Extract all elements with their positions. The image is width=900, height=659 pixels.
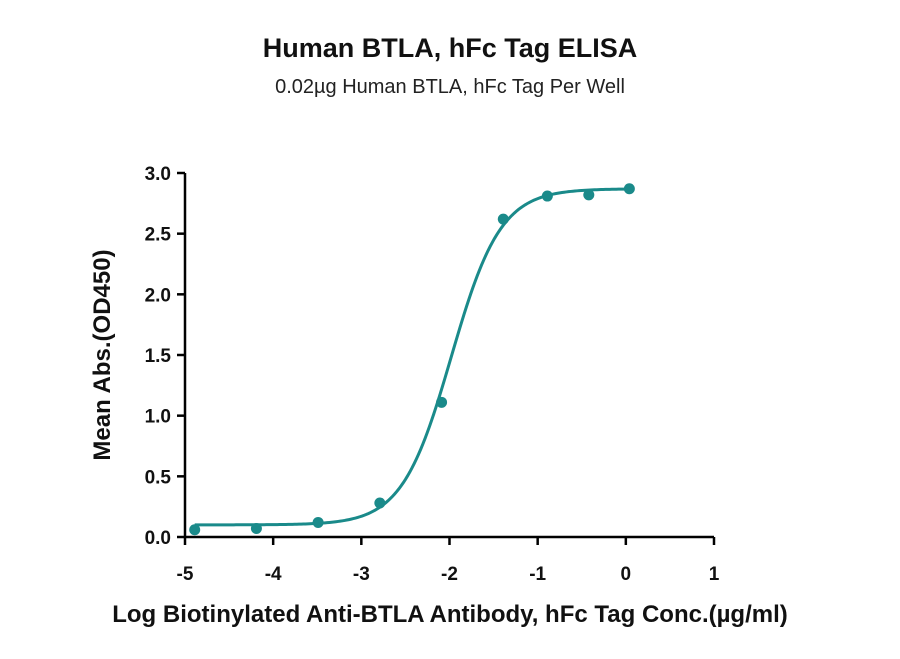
y-tick-label: 3.0 — [145, 164, 171, 185]
chart-title: Human BTLA, hFc Tag ELISA — [263, 33, 638, 63]
data-point — [436, 396, 448, 408]
x-tick-label: -3 — [353, 564, 370, 585]
y-tick-label: 0.5 — [145, 467, 172, 488]
y-tick-label: 2.5 — [145, 225, 172, 246]
x-tick-label: 0 — [621, 564, 632, 585]
y-axis-label: Mean Abs.(OD450) — [89, 249, 116, 460]
y-tick-label: 1.5 — [145, 346, 172, 367]
x-axis-label: Log Biotinylated Anti-BTLA Antibody, hFc… — [112, 601, 788, 628]
data-point — [583, 189, 595, 201]
x-tick-label: -1 — [529, 564, 546, 585]
x-tick-label: -4 — [265, 564, 282, 585]
y-tick-label: 2.0 — [145, 285, 171, 306]
fit-curve — [194, 187, 630, 527]
data-point — [374, 497, 386, 509]
fit-curve-layer — [194, 187, 630, 527]
data-point — [312, 516, 324, 528]
data-point — [250, 523, 262, 535]
y-tick-label: 1.0 — [145, 407, 171, 428]
data-point — [497, 213, 509, 225]
x-axis-ticks: -5 -4 -3 -2 -1 0 1 — [177, 537, 720, 585]
y-tick-label: 0.0 — [145, 528, 171, 549]
x-tick-label: -2 — [441, 564, 458, 585]
data-point — [623, 183, 635, 195]
data-point — [541, 190, 553, 202]
y-axis-ticks: 0.0 0.5 1.0 1.5 2.0 2.5 3.0 — [145, 164, 185, 549]
data-point — [189, 524, 201, 536]
x-tick-label: -5 — [177, 564, 194, 585]
x-tick-label: 1 — [709, 564, 720, 585]
chart-subtitle: 0.02µg Human BTLA, hFc Tag Per Well — [275, 76, 625, 98]
data-points-layer — [189, 183, 635, 536]
